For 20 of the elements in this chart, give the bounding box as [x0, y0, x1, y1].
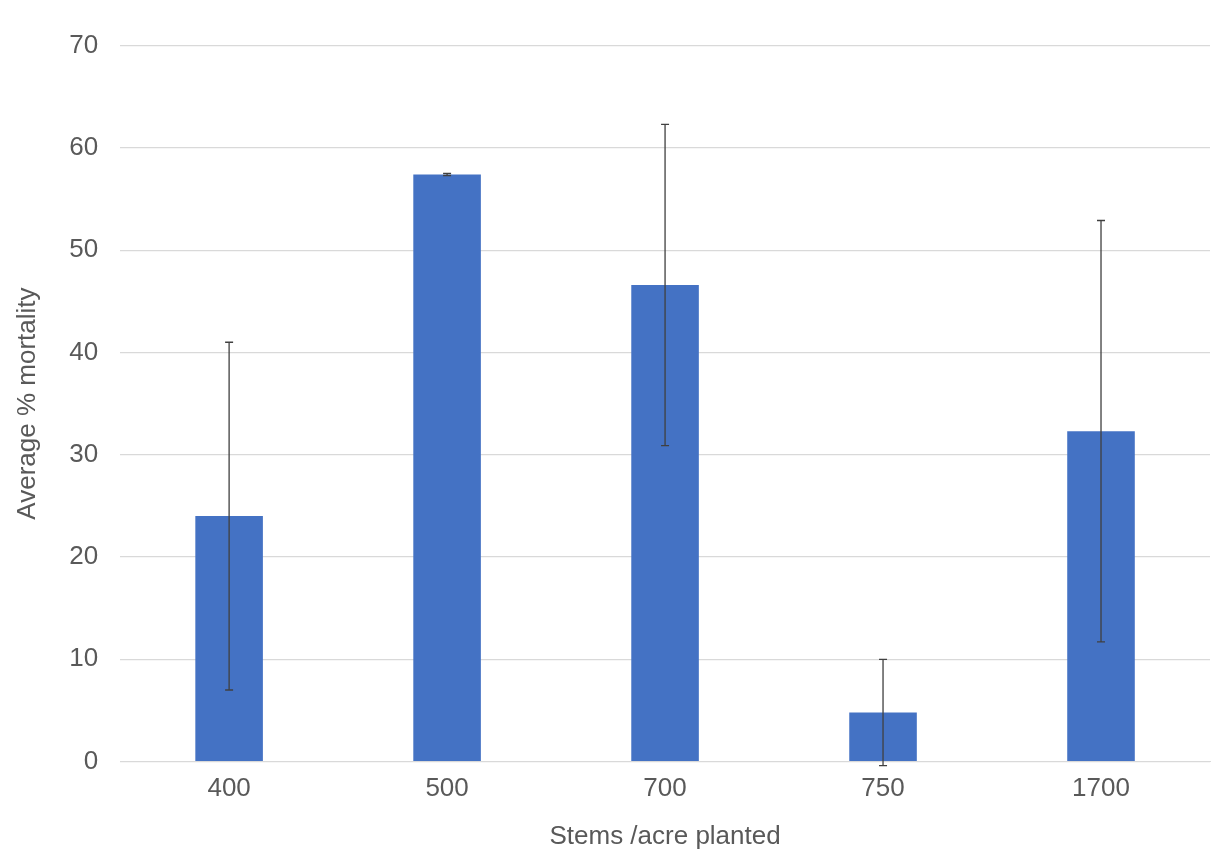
x-tick-label: 400 [207, 772, 251, 803]
bar [1067, 431, 1135, 761]
bar [413, 174, 481, 761]
y-tick-label: 60 [69, 131, 99, 162]
x-tick-label: 750 [861, 772, 905, 803]
y-tick-label: 50 [69, 233, 99, 264]
y-axis-title: Average % mortality [10, 287, 41, 520]
x-tick-label: 500 [425, 772, 469, 803]
x-tick-label: 700 [643, 772, 687, 803]
x-axis-title: Stems /acre planted [549, 819, 781, 850]
y-tick-label: 0 [83, 744, 99, 775]
bar [849, 712, 917, 761]
y-tick-label: 20 [69, 540, 99, 571]
y-tick-label: 10 [69, 642, 99, 673]
y-tick-label: 70 [69, 28, 99, 59]
y-tick-label: 40 [69, 335, 99, 366]
x-tick-label: 1700 [1072, 772, 1130, 803]
bar [195, 516, 263, 761]
bar [631, 284, 699, 761]
y-tick-label: 30 [69, 437, 99, 468]
